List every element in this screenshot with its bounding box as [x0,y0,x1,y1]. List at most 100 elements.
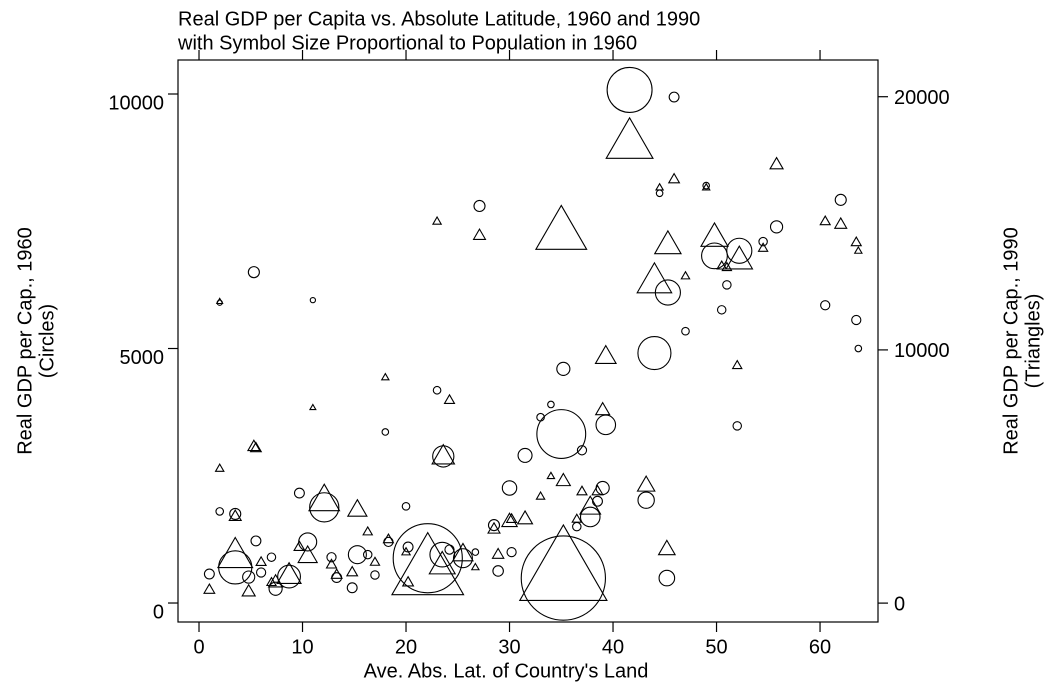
triangle-point [297,544,319,564]
triangle-point [380,372,390,381]
circle-point [517,447,533,463]
triangle-point [534,204,588,250]
chart-subtitle: with Symbol Size Proportional to Populat… [177,32,637,54]
triangle-point [850,235,863,247]
triangle-point [214,463,225,472]
circle-point [595,480,610,496]
circle-point [293,487,305,499]
circle-point [242,570,256,584]
circle-point [572,521,582,532]
y-tick-label: 0 [153,601,164,623]
circle-point [556,361,571,376]
circle-point [487,519,501,532]
x-tick-label: 10 [291,636,313,658]
triangle-point [571,513,583,523]
triangle-point [228,509,243,522]
triangle-point [382,532,395,544]
circle-point [229,507,242,521]
circle-point [347,545,367,565]
x-tick-label: 0 [193,636,204,658]
triangle-point [369,556,381,566]
circle-point [309,492,340,523]
x-tick-label: 20 [395,636,417,658]
plot-frame [177,59,879,623]
triangle-point [757,242,769,252]
circle-point [658,569,676,587]
triangle-point [216,536,254,569]
circle-point [255,567,267,578]
triangle-point [769,156,785,170]
triangle-point [431,215,443,225]
circle-point [432,385,442,395]
circle-point [851,314,862,326]
triangle-point [470,562,480,571]
circle-point [758,236,768,247]
circle-point [595,414,617,436]
triangle-point [653,229,683,255]
circle-point [592,495,603,507]
circle-point [506,546,517,558]
triangle-point [308,483,341,512]
triangle-point [700,221,729,247]
triangle-point [505,512,518,523]
circle-point [576,445,588,456]
triangle-point [249,441,263,453]
circle-point [820,300,831,311]
circle-point [429,541,456,568]
triangle-point [246,439,261,452]
triangle-point [293,540,306,552]
triangle-point [401,575,415,587]
triangle-point [725,244,754,270]
triangle-point [325,558,338,569]
triangle-point [487,521,501,534]
y2-tick-label: 20000 [894,87,950,109]
triangle-point [346,498,368,517]
x-tick-label: 40 [602,636,624,658]
circle-point [215,507,225,516]
circle-point [370,570,380,580]
circle-point [637,491,655,509]
triangle-point [431,443,456,465]
circle-point [702,181,710,190]
y-tick-label: 5000 [120,347,165,369]
y2-axis-label: (Triangles) [1022,294,1044,389]
y-tick-label: 10000 [108,92,164,114]
circle-point [536,409,587,459]
triangle-point [716,259,728,270]
triangle-point [345,565,359,577]
triangle-point [255,555,268,567]
triangle-point [362,525,374,536]
triangle-point [701,182,711,191]
circle-point [769,220,784,234]
triangle-point [657,539,677,556]
circle-point [668,91,680,103]
circle-point [655,189,664,198]
x-tick-label: 50 [705,636,727,658]
circle-point [473,199,486,213]
triangle-point [636,261,673,294]
circle-point [726,237,753,264]
triangle-point [203,582,216,594]
circle-point [471,548,480,556]
triangle-point [472,227,487,240]
circle-point [203,568,215,580]
y2-axis-label: Real GDP per Cap., 1990 [1000,227,1022,455]
circle-point [579,506,601,528]
circle-point [250,535,262,547]
circle-point [834,193,847,206]
triangle-point [655,182,665,191]
triangle-point [576,485,588,496]
y-axis-label: Real GDP per Cap., 1960 [14,227,36,455]
triangle-point [451,542,474,562]
circle-point [277,564,301,589]
triangle-point [443,393,456,404]
circle-point [381,428,390,436]
triangle-point [500,512,519,528]
circle-point [606,66,653,113]
circle-point [716,305,727,315]
circle-point [536,412,545,422]
triangle-point [390,531,465,596]
circle-point [362,549,373,560]
triangle-point [276,561,302,584]
triangle-point [535,490,546,500]
